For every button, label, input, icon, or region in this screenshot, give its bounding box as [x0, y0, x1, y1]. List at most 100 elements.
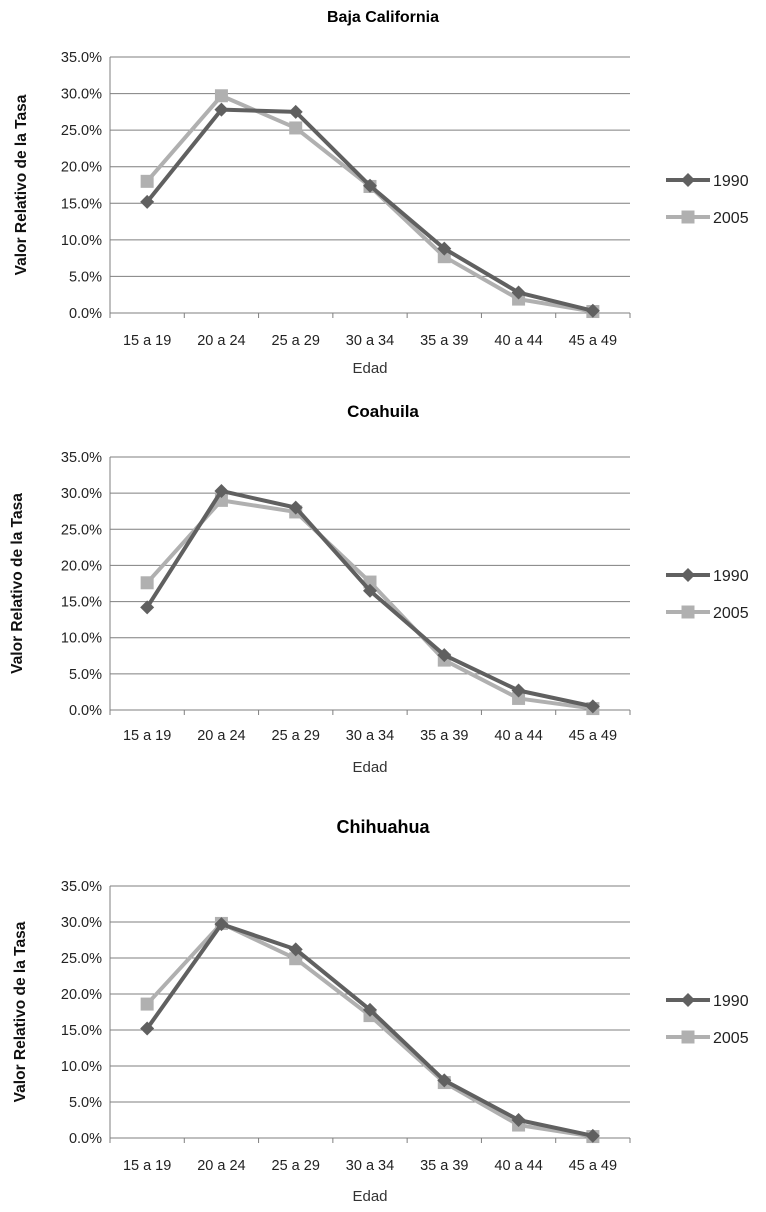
x-tick-label: 25 a 29	[272, 333, 320, 349]
x-tick-label: 45 a 49	[569, 728, 617, 744]
point-1990	[288, 500, 303, 515]
x-axis-title: Edad	[352, 1188, 387, 1205]
chart-baja-california: Baja California 0.0% 5.0% 10.0% 15.0% 20.0% 25…	[0, 0, 766, 385]
x-tick-label: 35 a 39	[420, 333, 468, 349]
series-line-2005	[145, 498, 594, 711]
point-1990	[585, 303, 600, 318]
legend-label-1990: 1990	[713, 173, 749, 190]
y-tick-label: 30.0%	[61, 486, 102, 502]
y-tick-label: 25.0%	[61, 951, 102, 967]
x-tick-label: 45 a 49	[569, 333, 617, 349]
y-tick-label: 20.0%	[61, 558, 102, 574]
chart-title: Chihuahua	[337, 817, 431, 837]
y-tick-label: 10.0%	[61, 1059, 102, 1075]
point-1990	[363, 1002, 377, 1017]
y-tick-label: 20.0%	[61, 987, 102, 1003]
point-1990	[511, 683, 526, 698]
y-tick-label: 10.0%	[61, 631, 102, 647]
point-1990	[585, 699, 600, 714]
point-1990	[511, 285, 526, 300]
chart-svg: Coahuila 0.0% 5.0% 10.0% 15.0% 20.0% 25.0% 30.0…	[9, 402, 749, 776]
legend-label-1990: 1990	[713, 993, 749, 1010]
y-tick-label: 35.0%	[61, 879, 102, 895]
point-1990	[511, 1113, 526, 1127]
chart-title: Baja California	[327, 9, 439, 26]
legend-label-2005: 2005	[713, 1030, 749, 1047]
chart-title: Coahuila	[347, 402, 419, 421]
y-tick-label: 0.0%	[69, 306, 102, 322]
point-2005	[289, 952, 303, 966]
y-tick-label: 10.0%	[61, 233, 102, 249]
y-tick-label: 35.0%	[61, 50, 102, 66]
point-2005	[140, 174, 154, 188]
x-tick-label: 20 a 24	[197, 333, 245, 349]
legend-marker-2005	[681, 1030, 695, 1044]
x-tick-label: 15 a 19	[123, 1158, 171, 1174]
x-axis-title: Edad	[352, 759, 387, 776]
legend-label-2005: 2005	[713, 605, 749, 622]
y-tick-label: 0.0%	[69, 703, 102, 719]
x-tick-label: 20 a 24	[197, 728, 245, 744]
x-tick-label: 25 a 29	[272, 728, 320, 744]
x-tick-label: 15 a 19	[123, 728, 171, 744]
point-1990	[140, 194, 155, 209]
point-2005	[140, 576, 154, 590]
y-tick-label: 15.0%	[61, 196, 102, 212]
y-axis-title: Valor Relativo de la Tasa	[12, 921, 29, 1102]
point-1990	[140, 1021, 155, 1036]
y-tick-label: 30.0%	[61, 915, 102, 931]
y-axis-title: Valor Relativo de la Tasa	[13, 94, 30, 275]
x-tick-label: 20 a 24	[197, 1158, 245, 1174]
x-tick-label: 35 a 39	[420, 728, 468, 744]
point-2005	[437, 250, 451, 264]
y-tick-label: 25.0%	[61, 123, 102, 139]
legend-marker-2005	[681, 210, 695, 224]
y-tick-label: 15.0%	[61, 595, 102, 611]
y-tick-label: 35.0%	[61, 450, 102, 466]
x-tick-label: 25 a 29	[272, 1158, 320, 1174]
chart-svg: Chihuahua 0.0% 5.0% 10.0% 15.0% 20.0% 25.0% 30.…	[12, 817, 749, 1205]
point-2005	[140, 997, 154, 1011]
legend-marker-2005	[681, 605, 695, 619]
x-tick-label: 40 a 44	[494, 333, 542, 349]
legend-label-1990: 1990	[713, 568, 749, 585]
y-tick-label: 0.0%	[69, 1131, 102, 1147]
point-2005	[289, 121, 303, 135]
y-tick-label: 5.0%	[69, 1095, 102, 1111]
point-1990	[437, 648, 452, 663]
point-1990	[214, 102, 229, 117]
point-1990	[214, 917, 229, 932]
y-tick-label: 5.0%	[69, 667, 102, 683]
point-1990	[140, 600, 155, 615]
y-tick-label: 30.0%	[61, 87, 102, 103]
y-axis-title: Valor Relativo de la Tasa	[9, 493, 26, 674]
chart-svg: Baja California 0.0% 5.0% 10.0% 15.0% 20.0% 25…	[13, 9, 749, 377]
x-tick-label: 30 a 34	[346, 333, 394, 349]
chart-coahuila: Coahuila 0.0% 5.0% 10.0% 15.0% 20.0% 25.0% 30.0…	[0, 395, 766, 785]
point-1990	[363, 583, 377, 598]
y-tick-label: 20.0%	[61, 160, 102, 176]
chart-chihuahua: Chihuahua 0.0% 5.0% 10.0% 15.0% 20.0% 25.0% 30.…	[0, 808, 766, 1212]
point-1990	[437, 1073, 452, 1088]
y-tick-label: 5.0%	[69, 269, 102, 285]
x-tick-label: 30 a 34	[346, 728, 394, 744]
x-axis-title: Edad	[352, 360, 387, 377]
x-tick-label: 15 a 19	[123, 333, 171, 349]
y-tick-label: 25.0%	[61, 522, 102, 538]
legend-marker-1990	[681, 993, 695, 1007]
y-tick-label: 15.0%	[61, 1023, 102, 1039]
series-line-1990	[145, 107, 594, 313]
legend-marker-1990	[681, 173, 695, 187]
x-tick-label: 35 a 39	[420, 1158, 468, 1174]
point-1990	[585, 1128, 600, 1143]
point-1990	[437, 241, 452, 256]
x-tick-label: 45 a 49	[569, 1158, 617, 1174]
point-1990	[288, 104, 303, 119]
x-tick-label: 40 a 44	[494, 1158, 542, 1174]
x-tick-label: 40 a 44	[494, 728, 542, 744]
legend-label-2005: 2005	[713, 210, 749, 227]
legend-marker-1990	[681, 568, 695, 582]
point-2005	[512, 691, 526, 705]
point-1990	[363, 178, 377, 193]
point-2005	[214, 89, 228, 103]
